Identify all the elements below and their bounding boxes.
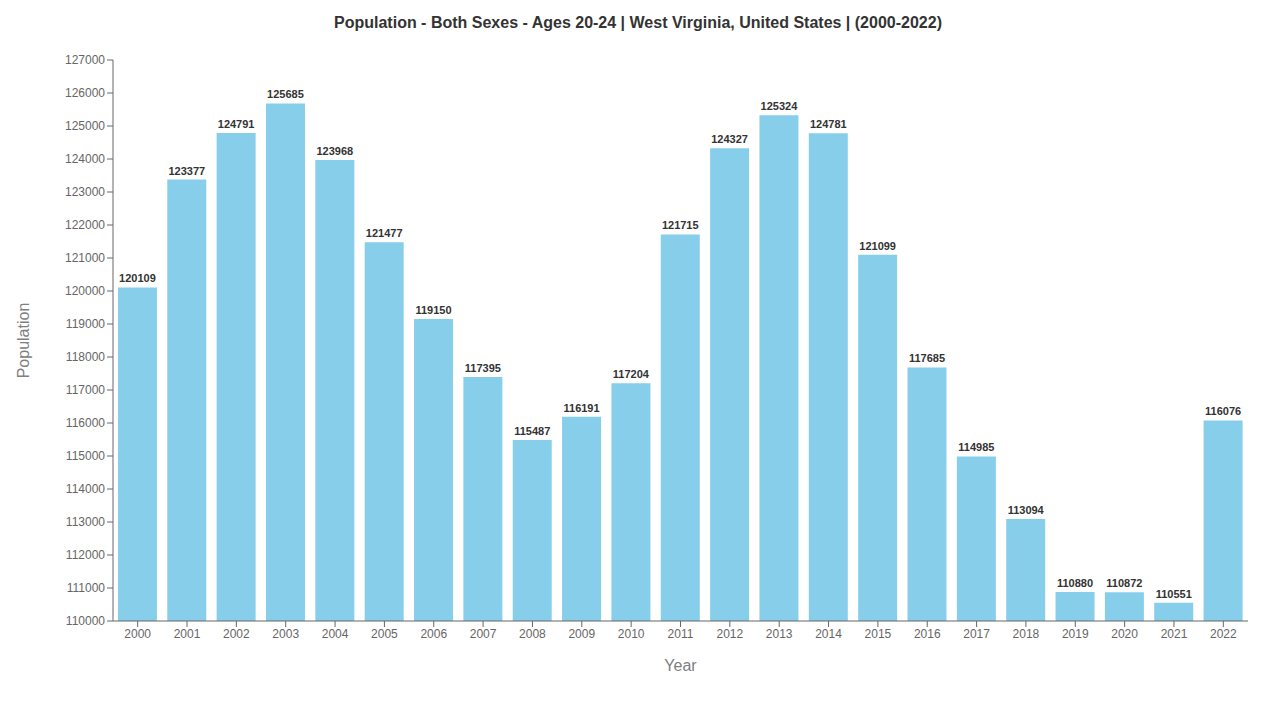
svg-text:112000: 112000 — [66, 548, 105, 562]
svg-text:123000: 123000 — [65, 185, 105, 199]
svg-text:118000: 118000 — [66, 350, 105, 364]
svg-text:121477: 121477 — [366, 227, 403, 239]
svg-text:110880: 110880 — [1057, 577, 1093, 589]
svg-text:127000: 127000 — [65, 53, 105, 67]
svg-text:114985: 114985 — [958, 441, 994, 453]
svg-text:110551: 110551 — [1156, 588, 1192, 600]
svg-text:123968: 123968 — [316, 145, 353, 157]
svg-text:113094: 113094 — [1008, 504, 1045, 516]
svg-text:119000: 119000 — [66, 317, 105, 331]
svg-text:126000: 126000 — [65, 86, 105, 100]
svg-text:2008: 2008 — [519, 627, 546, 641]
svg-text:2016: 2016 — [914, 627, 941, 641]
svg-text:Population: Population — [15, 303, 32, 379]
svg-text:125685: 125685 — [267, 88, 304, 100]
svg-text:2003: 2003 — [272, 627, 299, 641]
svg-text:120000: 120000 — [65, 284, 105, 298]
svg-text:2010: 2010 — [618, 627, 645, 641]
svg-text:121000: 121000 — [65, 251, 105, 265]
svg-text:120109: 120109 — [119, 272, 156, 284]
svg-text:117685: 117685 — [909, 352, 945, 364]
svg-text:110872: 110872 — [1106, 577, 1142, 589]
svg-text:116000: 116000 — [66, 416, 105, 430]
svg-text:2004: 2004 — [322, 627, 349, 641]
svg-text:2018: 2018 — [1013, 627, 1040, 641]
svg-text:124000: 124000 — [65, 152, 105, 166]
svg-text:2011: 2011 — [668, 627, 694, 641]
svg-text:2022: 2022 — [1210, 627, 1237, 641]
svg-text:113000: 113000 — [66, 515, 105, 529]
svg-text:121099: 121099 — [859, 240, 896, 252]
svg-text:119150: 119150 — [415, 304, 451, 316]
svg-text:124781: 124781 — [810, 118, 847, 130]
svg-text:2009: 2009 — [568, 627, 595, 641]
svg-text:2002: 2002 — [223, 627, 250, 641]
svg-text:2000: 2000 — [124, 627, 151, 641]
svg-text:125000: 125000 — [65, 119, 105, 133]
svg-text:Year: Year — [664, 657, 697, 674]
svg-text:114000: 114000 — [66, 482, 105, 496]
svg-text:2020: 2020 — [1111, 627, 1138, 641]
svg-text:2013: 2013 — [766, 627, 793, 641]
svg-text:117395: 117395 — [465, 362, 501, 374]
svg-text:115487: 115487 — [514, 425, 550, 437]
svg-text:116191: 116191 — [564, 402, 600, 414]
svg-text:2001: 2001 — [174, 627, 201, 641]
svg-text:110000: 110000 — [66, 614, 105, 628]
svg-text:117000: 117000 — [66, 383, 105, 397]
svg-text:125324: 125324 — [761, 100, 799, 112]
svg-text:2019: 2019 — [1062, 627, 1089, 641]
svg-text:2017: 2017 — [963, 627, 990, 641]
svg-text:2015: 2015 — [865, 627, 892, 641]
svg-text:122000: 122000 — [65, 218, 105, 232]
svg-text:117204: 117204 — [613, 368, 650, 380]
svg-text:115000: 115000 — [66, 449, 105, 463]
svg-text:2014: 2014 — [815, 627, 842, 641]
svg-text:2007: 2007 — [470, 627, 497, 641]
svg-text:2021: 2021 — [1161, 627, 1188, 641]
svg-text:2006: 2006 — [420, 627, 447, 641]
svg-text:116076: 116076 — [1205, 405, 1241, 417]
svg-text:123377: 123377 — [168, 165, 205, 177]
svg-text:2012: 2012 — [716, 627, 743, 641]
svg-text:2005: 2005 — [371, 627, 398, 641]
svg-text:124791: 124791 — [218, 118, 255, 130]
svg-text:121715: 121715 — [662, 219, 699, 231]
svg-text:111000: 111000 — [67, 581, 106, 595]
html-text:Population - Both Sexes - Ages: Population - Both Sexes - Ages 20-24 | W… — [334, 14, 942, 31]
svg-text:124327: 124327 — [711, 133, 748, 145]
